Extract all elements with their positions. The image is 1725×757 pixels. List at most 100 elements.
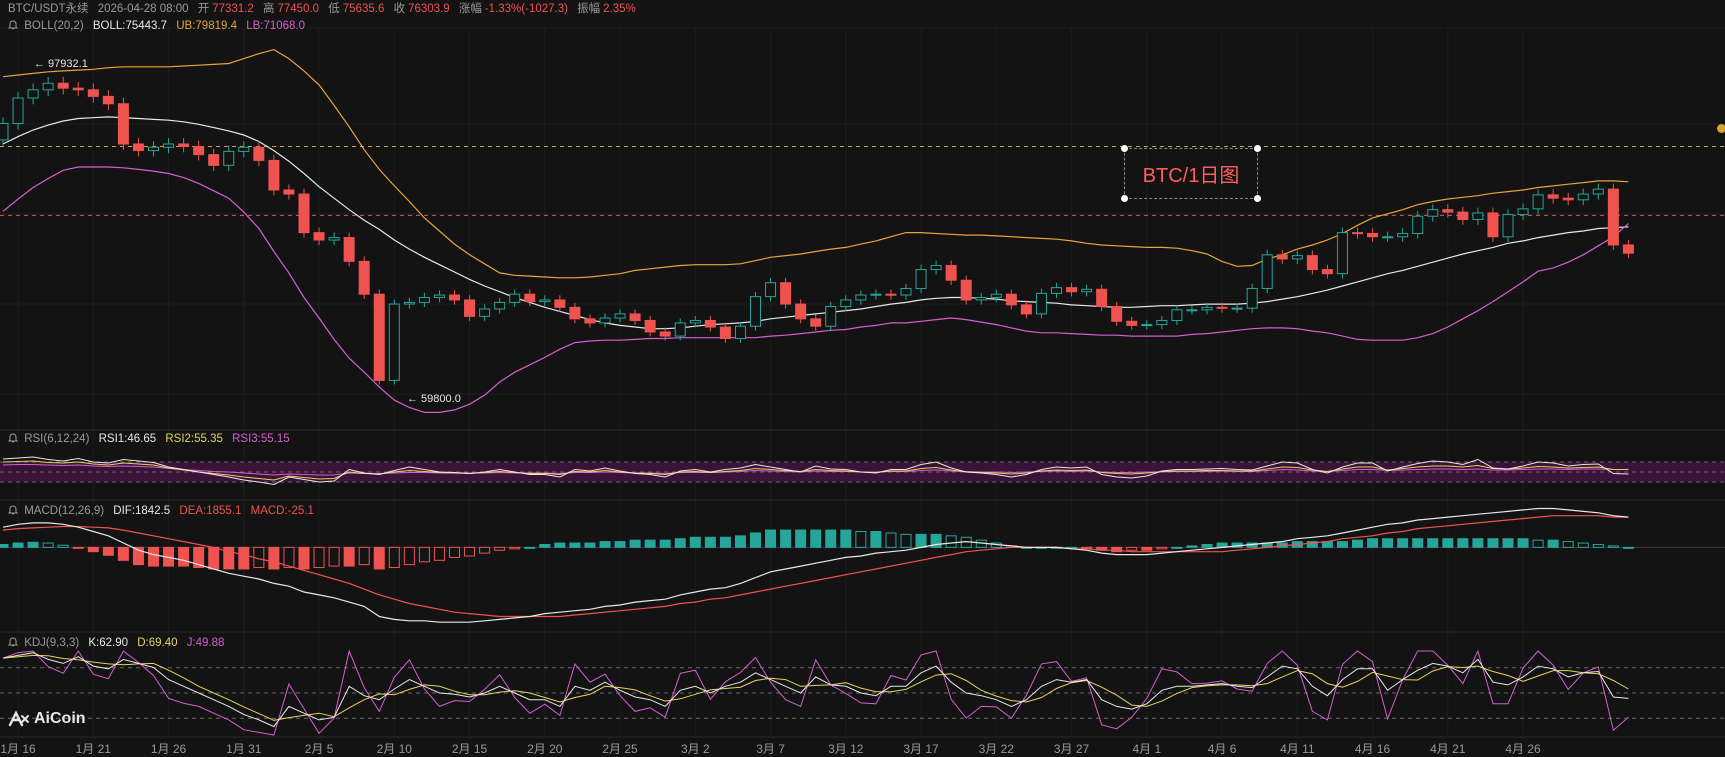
candle-body xyxy=(494,301,506,310)
rsi-label[interactable]: RSI(6,12,24) xyxy=(24,433,90,445)
price-line-handle[interactable] xyxy=(1717,124,1725,133)
macd-histogram-bar xyxy=(403,546,415,566)
rsi1-value: RSI1:46.65 xyxy=(98,433,157,445)
candle-body xyxy=(659,331,671,337)
candle-body xyxy=(148,146,159,152)
macd-histogram-bar xyxy=(27,541,39,548)
annotation-handle[interactable] xyxy=(1121,145,1128,152)
candle-body xyxy=(0,122,9,141)
macd-label[interactable]: MACD(12,26,9) xyxy=(24,505,105,517)
candle-body xyxy=(855,294,867,301)
annotation-handle[interactable] xyxy=(1121,195,1128,202)
candle-body xyxy=(750,296,761,327)
candle-body xyxy=(1577,193,1589,201)
candle-body xyxy=(1005,293,1017,306)
candle-body xyxy=(1020,304,1032,315)
annotation-handle[interactable] xyxy=(1254,195,1261,202)
bell-icon[interactable] xyxy=(8,505,18,515)
annotation-handle[interactable] xyxy=(1254,145,1261,152)
macd-histogram-bar xyxy=(855,531,867,548)
candle-body xyxy=(554,299,566,308)
macd-histogram-bar xyxy=(1336,541,1348,548)
macd-histogram-bar xyxy=(915,533,927,548)
x-axis-label: 1月 16 xyxy=(0,742,36,756)
candle-body xyxy=(795,303,807,320)
candle-body xyxy=(313,232,325,241)
macd-histogram-bar xyxy=(42,542,54,548)
candle-body xyxy=(1081,288,1093,293)
macd-histogram-bar xyxy=(795,529,807,548)
bell-icon[interactable] xyxy=(8,637,18,647)
candle-body xyxy=(72,87,84,91)
candle-body xyxy=(975,296,987,301)
macd-dif-value: DIF:1842.5 xyxy=(113,505,171,517)
macd-histogram-bar xyxy=(1427,538,1439,548)
candle-body xyxy=(57,82,69,89)
macd-histogram-bar xyxy=(930,533,942,548)
kdj-label[interactable]: KDJ(9,3,3) xyxy=(24,637,80,649)
candle-body xyxy=(569,306,581,320)
kdj-legend: KDJ(9,3,3) K:62.90 D:69.40 J:49.88 xyxy=(8,636,230,650)
macd-dif-line xyxy=(2,507,1629,623)
symbol-label[interactable]: BTC/USDT永续 xyxy=(8,3,89,15)
macd-histogram-bar xyxy=(132,546,144,566)
macd-histogram-bar xyxy=(1532,539,1544,548)
kdj-k-line xyxy=(2,652,1629,728)
candle-body xyxy=(885,293,897,296)
candle-body xyxy=(915,269,927,289)
ohlc-header: BTC/USDT永续 2026-04-28 08:00 开 77331.2 高 77… xyxy=(8,2,642,16)
candle-body xyxy=(464,299,476,317)
macd-histogram-bar xyxy=(148,546,159,567)
macd-histogram-bar xyxy=(223,546,235,570)
candle-body xyxy=(765,282,777,298)
candle-body xyxy=(1111,306,1123,322)
candle-body xyxy=(1156,319,1168,326)
macd-histogram-bar xyxy=(1382,538,1394,548)
candle-body xyxy=(1367,232,1379,238)
close-label: 收 xyxy=(393,3,406,15)
macd-histogram-bar xyxy=(1502,538,1514,548)
macd-histogram-bar xyxy=(1487,538,1499,548)
candle-body xyxy=(1607,188,1619,246)
low-price-marker: ← 59800.0 xyxy=(407,393,461,405)
macd-histogram-bar xyxy=(268,546,280,570)
macd-histogram-bar xyxy=(433,546,445,561)
x-axis-label: 3月 22 xyxy=(978,742,1014,756)
candle-body xyxy=(524,293,536,303)
macd-histogram-bar xyxy=(825,529,837,548)
candle-body xyxy=(1035,292,1047,315)
candle-body xyxy=(960,279,972,301)
candle-body xyxy=(1592,188,1604,195)
aicoin-logo-icon xyxy=(8,710,29,727)
x-axis-label: 4月 16 xyxy=(1354,742,1391,756)
macd-histogram-bar xyxy=(885,532,897,548)
x-axis-label: 4月 1 xyxy=(1132,742,1162,756)
candle-body xyxy=(1352,232,1363,235)
candle-body xyxy=(840,299,852,308)
bell-icon[interactable] xyxy=(8,20,18,30)
open-label: 开 xyxy=(197,3,210,15)
candle-body xyxy=(193,145,205,156)
candle-body xyxy=(1201,306,1213,311)
macd-histogram-bar xyxy=(1141,546,1153,551)
kdj-d-value: D:69.40 xyxy=(137,637,178,649)
boll-label[interactable]: BOLL(20,2) xyxy=(24,20,84,32)
candle-body xyxy=(1517,208,1529,216)
bell-icon[interactable] xyxy=(8,433,18,443)
x-axis-label: 1月 21 xyxy=(75,742,111,756)
x-axis-label: 3月 2 xyxy=(680,742,710,756)
candle-body xyxy=(945,264,957,281)
candle-body xyxy=(208,154,220,166)
candle-body xyxy=(1397,232,1409,238)
macd-histogram-bar xyxy=(358,546,370,566)
high-value: 77450.0 xyxy=(277,3,320,15)
macd-histogram-bar xyxy=(494,546,506,551)
amplitude-value: 2.35% xyxy=(603,3,636,15)
macd-histogram-bar xyxy=(1186,545,1198,548)
candle-body xyxy=(1487,212,1499,238)
macd-histogram-bar xyxy=(1607,545,1619,548)
rsi2-value: RSI2:55.35 xyxy=(165,433,223,445)
annotation-text: BTC/1日图 xyxy=(1142,165,1240,187)
text-annotation[interactable]: BTC/1日图 xyxy=(1121,145,1261,202)
